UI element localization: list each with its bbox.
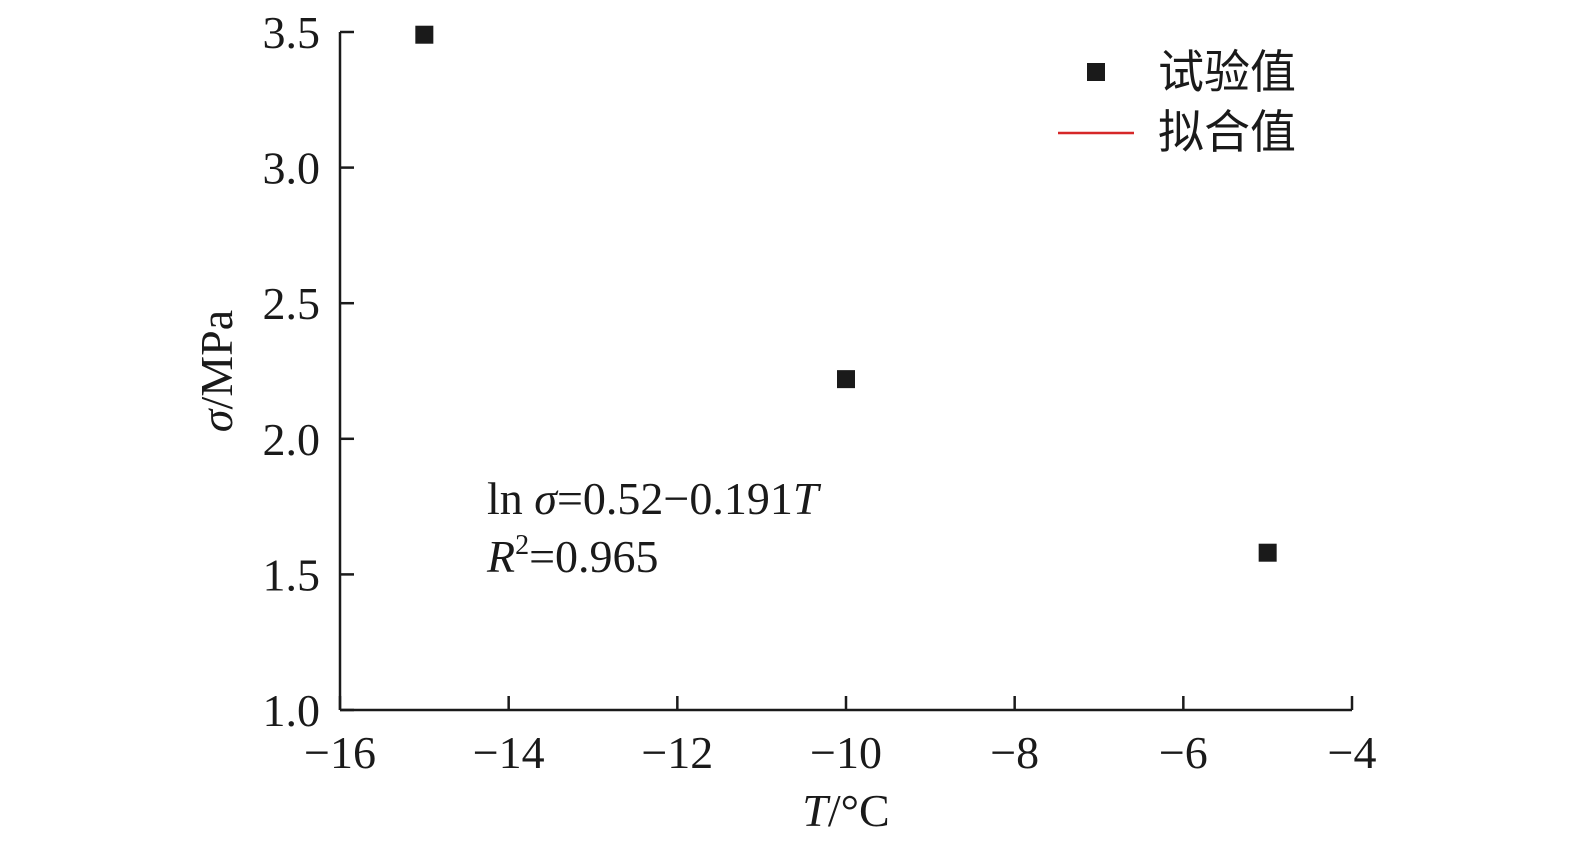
data-point (1258, 543, 1277, 562)
x-ticks: −16 −14 −12 −10 −8 −6 −4 (304, 696, 1376, 778)
y-tick-label: 1.0 (263, 685, 321, 736)
legend-marker-square (1087, 63, 1105, 81)
fit-equation: ln σ=0.52−0.191T (487, 473, 822, 524)
y-tick-label: 3.5 (263, 7, 321, 58)
x-axis-title-var: T (802, 785, 831, 836)
r-squared-rest: =0.965 (529, 531, 658, 582)
legend-label-fitted: 拟合值 (1158, 105, 1296, 159)
x-axis-title: T/°C (802, 785, 889, 836)
legend: 试验值 拟合值 (1058, 45, 1296, 159)
y-axis-title-var: σ (191, 407, 242, 432)
y-tick-label: 2.5 (263, 278, 321, 329)
fit-equation-rest: =0.52−0.191 (557, 473, 793, 524)
r-squared-var: R (486, 531, 515, 582)
y-axis-title: σ/MPa (191, 310, 242, 432)
y-axis-title-unit: /MPa (191, 310, 242, 410)
y-tick-label: 3.0 (263, 143, 321, 194)
x-tick-label: −12 (641, 727, 713, 778)
r-squared: R2=0.965 (486, 530, 659, 582)
legend-label-experimental: 试验值 (1158, 45, 1296, 99)
data-point (415, 25, 434, 44)
x-tick-label: −14 (473, 727, 545, 778)
x-tick-label: −6 (1159, 727, 1208, 778)
x-tick-label: −4 (1328, 727, 1377, 778)
fit-equation-var: σ (534, 473, 559, 524)
x-axis-title-unit: /°C (828, 785, 890, 836)
y-tick-label: 2.0 (263, 414, 321, 465)
x-tick-label: −8 (990, 727, 1039, 778)
y-ticks: 1.0 1.5 2.0 2.5 3.0 3.5 (263, 7, 354, 736)
x-tick-label: −10 (810, 727, 882, 778)
fit-equation-ln: ln (487, 473, 534, 524)
y-tick-label: 1.5 (263, 549, 321, 600)
data-point (837, 370, 855, 389)
points-layer (415, 25, 1277, 562)
x-tick-label: −16 (304, 727, 376, 778)
r-squared-sup: 2 (515, 530, 529, 561)
fit-equation-tvar: T (793, 473, 822, 524)
